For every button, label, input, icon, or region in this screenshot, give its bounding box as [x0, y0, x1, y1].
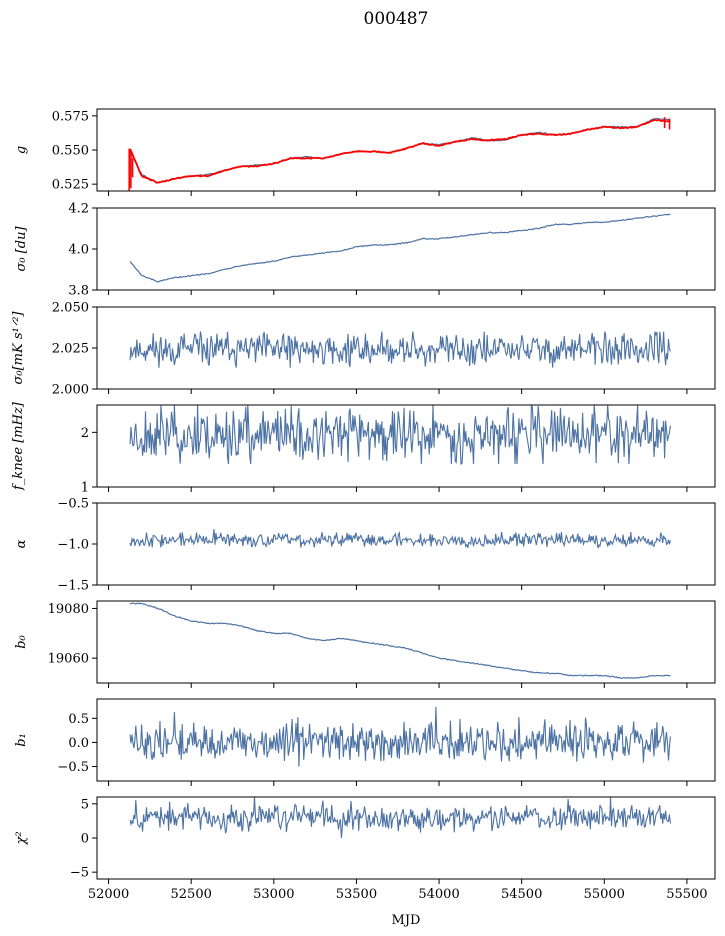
- y-tick-label: 2.000: [52, 383, 89, 398]
- line-sigma0-mks: [129, 331, 671, 368]
- series-group-b0: [129, 602, 671, 680]
- series-group-b1: [129, 706, 671, 767]
- y-tick-label: 0.5: [68, 712, 89, 727]
- y-tick-label: −0.5: [57, 497, 89, 512]
- line-b1: [129, 706, 671, 767]
- panel-g: 0.525 0.550 0.575 g: [14, 108, 716, 196]
- series-group-chi2: [129, 797, 671, 839]
- y-axis-label: α: [14, 539, 29, 548]
- y-tick-label: −0.5: [57, 760, 89, 775]
- y-axis-label: b₁: [14, 733, 29, 747]
- series-group-sigma0-mks: [129, 331, 671, 368]
- x-tick-label: 55000: [584, 887, 625, 902]
- y-tick-label: 3.8: [68, 284, 89, 299]
- line-b0: [129, 602, 671, 680]
- line-chi2: [129, 797, 671, 839]
- y-tick-label: −5: [70, 866, 89, 881]
- panel-sigma0-mks: 2.000 2.025 2.050 σ₀[mK s¹ᐟ²]: [11, 301, 716, 398]
- y-tick-label: −1.5: [57, 579, 89, 594]
- panel-alpha: −1.5 −1.0 −0.5 α: [14, 497, 716, 594]
- line-alpha: [129, 529, 671, 549]
- x-tick-label: 54500: [501, 887, 542, 902]
- y-tick-label: −1.0: [57, 538, 89, 553]
- y-tick-label: 4.2: [68, 202, 89, 217]
- axes-frame: [96, 600, 716, 684]
- y-axis-label: g: [14, 146, 29, 154]
- panel-b0: 19060 19080 b₀: [14, 600, 716, 688]
- y-tick-label: 4.0: [68, 243, 89, 258]
- y-tick-label: 0: [81, 832, 89, 847]
- y-axis-label: f_knee [mHz]: [11, 401, 26, 491]
- axes-frame: [96, 108, 716, 192]
- axes-frame: [96, 404, 716, 488]
- x-tick-label: 53000: [253, 887, 294, 902]
- x-tick-label: 52000: [88, 887, 129, 902]
- series-group-sigma0-du: [129, 213, 671, 283]
- y-axis-label: σ₀ [du]: [14, 226, 29, 272]
- x-tick-label: 54000: [418, 887, 459, 902]
- y-tick-label: 0.575: [52, 109, 89, 124]
- series-group-fknee: [129, 405, 671, 465]
- x-tick-label: 52500: [171, 887, 212, 902]
- y-tick-label: 2: [81, 426, 89, 441]
- line-fknee: [129, 405, 671, 465]
- y-tick-label: 0.0: [68, 736, 89, 751]
- line-sigma0-du: [129, 213, 671, 283]
- y-tick-label: 0.525: [52, 178, 89, 193]
- y-axis-label: b₀: [14, 634, 29, 648]
- x-tick-label: 53500: [336, 887, 377, 902]
- axes-frame: [96, 698, 716, 782]
- panel-b1: −0.5 0.0 0.5 b₁: [14, 698, 716, 786]
- panel-sigma0-du: 3.8 4.0 4.2 σ₀ [du]: [14, 202, 716, 299]
- x-tick-label: 55500: [666, 887, 707, 902]
- y-tick-label: 19060: [48, 652, 89, 667]
- panel-fknee: 1 2 f_knee [mHz]: [11, 401, 716, 496]
- y-tick-label: 2.025: [52, 342, 89, 357]
- y-tick-label: 2.050: [52, 301, 89, 316]
- figure-title: 000487: [364, 9, 429, 29]
- y-tick-label: 1: [81, 481, 89, 496]
- series-group-alpha: [129, 529, 671, 549]
- line-g-model: [129, 118, 671, 184]
- y-axis-label: σ₀[mK s¹ᐟ²]: [11, 311, 26, 385]
- y-tick-label: 0.550: [52, 144, 89, 159]
- axes-frame: [96, 796, 716, 880]
- y-axis-label: χ²: [14, 831, 29, 845]
- series-group-g: [128, 117, 671, 191]
- x-axis-label: MJD: [392, 913, 421, 928]
- y-tick-label: 19080: [48, 602, 89, 617]
- y-tick-label: 5: [81, 797, 89, 812]
- panel-chi2: −5 0 5 52000 52500 53000 53500 54000 54500 55000 5…: [14, 796, 716, 902]
